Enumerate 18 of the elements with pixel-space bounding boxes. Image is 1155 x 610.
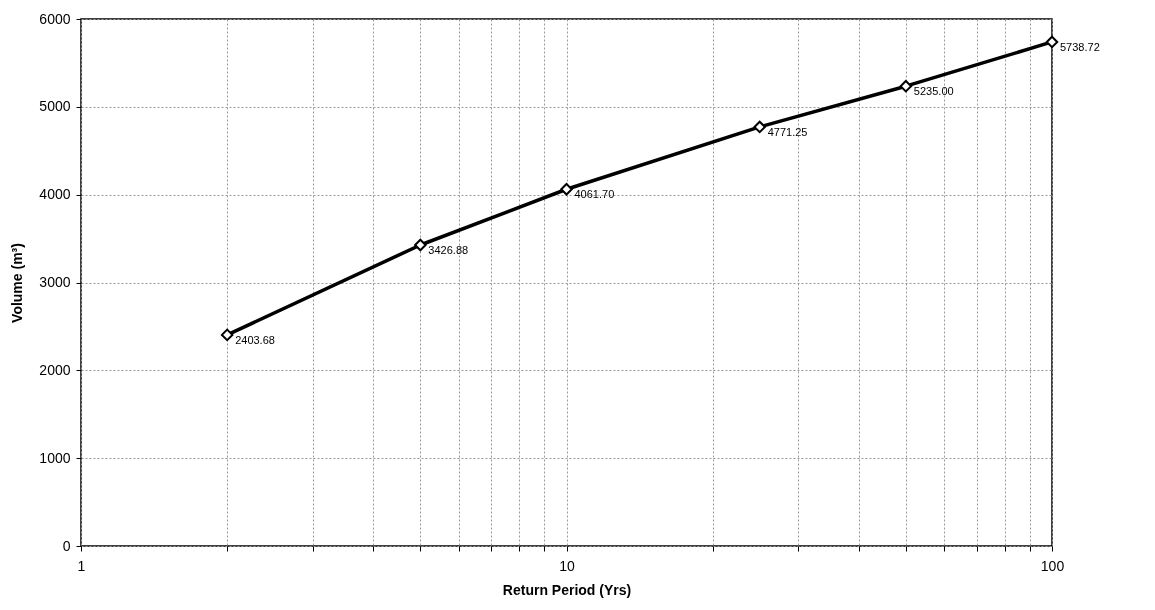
y-tick-label: 5000 xyxy=(39,98,71,115)
y-tick-label: 1000 xyxy=(39,449,71,466)
x-axis-title: Return Period (Yrs) xyxy=(502,581,632,598)
data-label: 4771.25 xyxy=(767,125,808,138)
x-tick-label: 1 xyxy=(77,557,86,574)
x-tick-label: 10 xyxy=(559,557,575,574)
data-label: 2403.68 xyxy=(235,333,275,346)
data-label: 3426.88 xyxy=(428,244,469,257)
data-label: 5738.72 xyxy=(1060,40,1100,53)
y-tick-label: 2000 xyxy=(39,361,71,378)
x-tick-label: 100 xyxy=(1040,557,1065,574)
y-tick-label: 3000 xyxy=(39,274,71,290)
data-label: 5235.00 xyxy=(913,85,954,98)
y-tick-label: 6000 xyxy=(39,10,71,27)
data-label: 4061.70 xyxy=(574,188,615,201)
y-axis-title: Volume (m³) xyxy=(9,243,26,323)
y-tick-label: 4000 xyxy=(39,186,71,203)
y-tick-label: 0 xyxy=(62,537,71,554)
